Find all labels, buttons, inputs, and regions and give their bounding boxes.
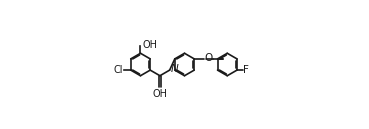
Text: O: O <box>205 53 213 63</box>
Text: OH: OH <box>152 89 167 99</box>
Text: OH: OH <box>143 40 158 50</box>
Text: N: N <box>171 64 179 74</box>
Text: F: F <box>244 65 249 75</box>
Text: Cl: Cl <box>114 65 123 75</box>
